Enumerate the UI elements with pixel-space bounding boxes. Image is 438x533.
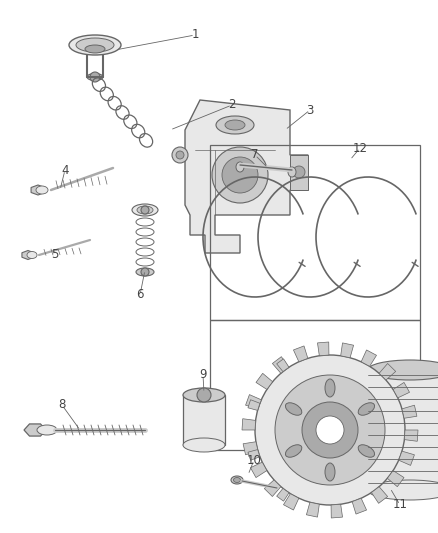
Circle shape [172,147,187,163]
Polygon shape [272,357,288,373]
Ellipse shape [285,403,301,415]
Polygon shape [22,251,34,260]
Ellipse shape [225,120,244,130]
Ellipse shape [85,45,105,53]
Polygon shape [264,480,280,497]
Ellipse shape [132,204,158,216]
Polygon shape [360,350,376,366]
Circle shape [315,416,343,444]
Circle shape [301,402,357,458]
Polygon shape [386,471,403,487]
Bar [183,395,225,445]
Ellipse shape [357,403,374,415]
Bar [209,320,419,450]
Ellipse shape [367,480,438,500]
Ellipse shape [37,425,57,435]
Polygon shape [371,487,387,503]
Ellipse shape [324,463,334,481]
Polygon shape [31,185,45,195]
Ellipse shape [367,360,438,380]
Ellipse shape [137,206,153,214]
Bar [290,155,307,190]
Polygon shape [378,364,395,380]
Text: 1: 1 [191,28,198,42]
Polygon shape [401,405,416,418]
Ellipse shape [76,38,114,52]
Circle shape [176,151,184,159]
Polygon shape [398,451,413,465]
Circle shape [254,355,404,505]
Polygon shape [255,373,272,390]
Circle shape [90,72,100,82]
Circle shape [222,157,258,193]
Circle shape [197,388,211,402]
Ellipse shape [357,445,374,457]
Polygon shape [293,346,307,362]
Ellipse shape [183,438,225,452]
Text: 2: 2 [228,99,235,111]
Polygon shape [184,100,307,253]
Ellipse shape [36,186,48,194]
Polygon shape [276,488,288,501]
Polygon shape [24,424,46,436]
Polygon shape [392,382,409,398]
Ellipse shape [236,162,244,172]
Ellipse shape [136,268,154,276]
Ellipse shape [287,167,295,177]
Polygon shape [243,442,258,455]
Polygon shape [403,430,417,441]
Circle shape [141,206,148,214]
Polygon shape [247,400,259,410]
Text: 8: 8 [58,399,66,411]
Bar [209,145,419,320]
Text: 4: 4 [61,164,69,176]
Ellipse shape [87,74,103,80]
Ellipse shape [183,388,225,402]
Text: 10: 10 [246,454,261,466]
Ellipse shape [230,476,243,484]
Polygon shape [351,498,366,514]
Text: 6: 6 [136,288,143,302]
Polygon shape [241,419,255,430]
Text: 11: 11 [392,498,406,512]
Text: 3: 3 [306,103,313,117]
Polygon shape [247,449,259,461]
Circle shape [212,147,267,203]
Polygon shape [330,504,342,518]
Polygon shape [283,494,298,510]
Polygon shape [340,343,353,358]
Ellipse shape [69,35,121,55]
Text: 7: 7 [251,149,258,161]
Ellipse shape [233,478,240,482]
Text: 9: 9 [199,368,206,382]
Ellipse shape [285,445,301,457]
Polygon shape [245,394,261,409]
Text: 12: 12 [352,141,367,155]
Ellipse shape [292,166,304,178]
Text: 5: 5 [51,248,59,262]
Polygon shape [317,342,328,356]
Circle shape [274,375,384,485]
Polygon shape [306,502,318,517]
Polygon shape [250,462,266,478]
Bar [367,370,438,490]
Circle shape [141,268,148,276]
Ellipse shape [215,116,254,134]
Ellipse shape [27,252,37,259]
Polygon shape [276,359,288,372]
Ellipse shape [324,379,334,397]
